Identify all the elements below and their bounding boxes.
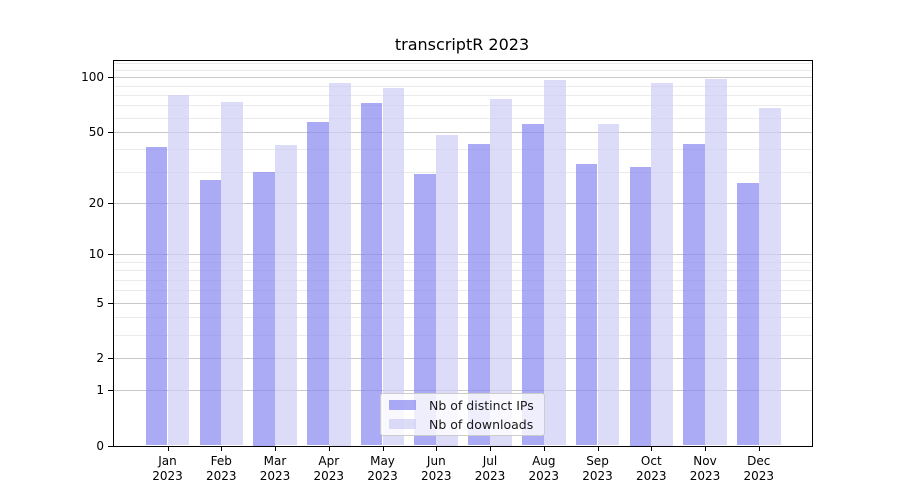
bar-downloads-apr [328,83,351,446]
x-tick-label-jul: Jul 2023 [474,453,506,483]
bar-distinct-ips-jul [468,143,490,446]
x-tick-mark [436,445,438,451]
x-tick-mark [275,445,276,451]
bar-downloads-oct [651,83,674,446]
minor-gridline [114,105,812,107]
x-tick-mark [167,445,169,451]
x-tick-label-feb: Feb 2023 [206,453,237,483]
minor-gridline [114,62,812,64]
minor-gridline [114,261,812,263]
major-gridline [114,357,812,359]
x-tick-mark [758,445,760,451]
bar-distinct-ips-may [360,103,383,446]
x-tick-mark [221,445,223,451]
legend-row-downloads: Nb of downloads [389,416,544,432]
y-tick-label: 10 [88,247,104,262]
x-tick-label-mar: Mar 2023 [259,453,291,483]
bar-downloads-aug [543,79,566,446]
minor-gridline [114,85,812,87]
y-tick-label: 0 [96,438,104,453]
chart-title: transcriptR 2023 [394,35,530,54]
x-tick-mark [705,445,706,451]
legend-swatch-distinct-ips [389,400,416,410]
minor-gridline [114,290,812,292]
bar-distinct-ips-feb [199,179,222,446]
x-tick-label-dec: Dec 2023 [743,453,775,483]
bar-distinct-ips-aug [521,124,544,446]
x-tick-mark [382,445,384,451]
legend-label-distinct-ips: Nb of distinct IPs [429,397,534,413]
legend-row-distinct-ips: Nb of distinct IPs [389,397,544,413]
bar-downloads-sep [597,124,620,446]
x-tick-label-may: May 2023 [367,453,398,483]
major-gridline [114,390,812,392]
x-tick-label-aug: Aug 2023 [528,453,560,483]
major-gridline [114,254,812,256]
minor-gridline [114,117,812,119]
bar-distinct-ips-jun [414,174,437,446]
y-tick-label: 50 [88,124,104,139]
y-tick-label: 5 [96,295,104,310]
x-tick-label-nov: Nov 2023 [689,453,721,483]
minor-gridline [114,317,812,319]
bar-downloads-nov [705,78,727,446]
y-tick-mark [108,357,113,359]
y-tick-label: 20 [88,195,104,210]
legend: Nb of distinct IPs Nb of downloads [380,393,545,436]
minor-gridline [114,171,812,173]
bar-distinct-ips-mar [253,171,275,446]
x-tick-mark [543,445,545,451]
bar-downloads-jun [436,135,459,446]
y-tick-mark [108,202,113,204]
x-tick-mark [597,445,599,451]
legend-swatch-downloads [389,419,416,429]
minor-gridline [114,94,812,96]
major-gridline [114,202,812,204]
x-tick-label-oct: Oct 2023 [636,453,667,483]
minor-gridline [114,69,812,71]
minor-gridline [114,270,812,272]
y-tick-label: 1 [96,383,104,398]
major-gridline [114,302,812,304]
bar-downloads-dec [758,107,781,446]
x-tick-label-jan: Jan 2023 [152,453,183,483]
x-tick-mark [328,445,330,451]
x-tick-label-apr: Apr 2023 [313,453,345,483]
plot-area: 0 1 2 5 10 20 50 100 Jan 2023 Feb 2023 Mar 2023 Apr 202… [81,60,813,483]
bar-distinct-ips-dec [737,182,759,446]
y-tick-mark [108,302,113,304]
major-gridline [114,131,812,133]
legend-label-downloads: Nb of downloads [429,416,534,432]
minor-gridline [114,149,812,151]
x-tick-mark [651,445,653,451]
y-tick-label: 100 [81,70,104,85]
y-tick-mark [108,77,113,79]
bar-downloads-may [382,88,405,446]
bar-distinct-ips-nov [683,143,705,446]
y-tick-mark [108,445,113,447]
minor-gridline [114,279,812,281]
bar-downloads-jul [490,99,512,446]
bar-distinct-ips-oct [629,166,652,446]
y-tick-label: 2 [96,350,104,365]
bar-downloads-feb [221,102,244,446]
y-tick-mark [108,254,113,256]
bar-downloads-jan [167,94,190,446]
x-tick-label-jun: Jun 2023 [421,453,452,483]
minor-gridline [114,334,812,336]
y-tick-mark [108,390,113,392]
y-tick-mark [108,131,113,133]
major-gridline [114,77,812,79]
bar-distinct-ips-sep [575,164,598,446]
x-tick-mark [490,445,491,451]
bar-downloads-mar [275,145,297,446]
bar-distinct-ips-jan [145,147,168,446]
bar-distinct-ips-apr [306,121,329,446]
x-tick-label-sep: Sep 2023 [582,453,613,483]
